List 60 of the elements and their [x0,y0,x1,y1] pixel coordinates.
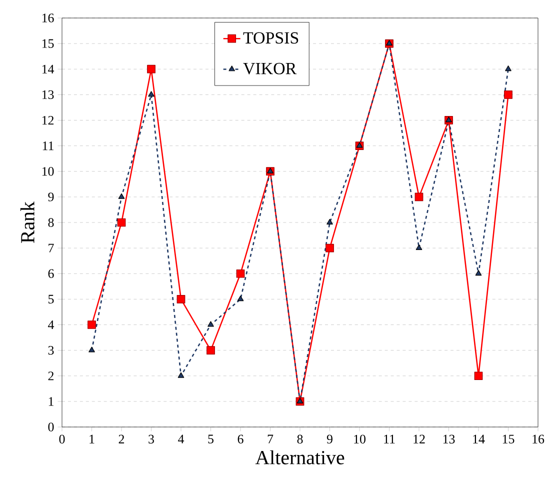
x-axis-title: Alternative [255,450,344,464]
y-tick-label: 9 [48,192,54,202]
y-tick-label: 1 [48,397,54,406]
x-tick-label: 4 [178,434,184,444]
legend-label: TOPSIS [243,32,298,44]
x-tick-label: 10 [354,434,366,444]
point [206,346,215,354]
point [147,64,156,74]
point [474,372,483,380]
y-tick-label: 10 [42,167,54,176]
point [504,90,512,99]
y-axis-title: Rank [20,201,34,243]
x-tick-label: 6 [238,434,244,444]
x-tick-label: 0 [59,434,65,444]
x-tick-label: 15 [502,434,514,444]
y-tick-label: 16 [42,14,54,22]
y-tick-label: 8 [48,218,54,227]
point [416,244,422,250]
y-tick-label: 6 [48,269,54,278]
x-tick-label: 7 [268,434,274,444]
y-tick-label: 4 [48,320,54,330]
x-tick-label: 9 [326,434,332,444]
point [88,320,96,329]
point [178,372,184,378]
point [475,270,482,276]
point [326,218,333,224]
point [118,193,125,199]
y-tick-label: 12 [42,116,54,125]
point [237,296,244,302]
y-tick-label: 3 [48,346,54,355]
y-tick-label: 0 [48,422,54,432]
point [148,91,154,97]
x-tick-label: 14 [473,434,485,444]
point [236,269,245,278]
y-tick-label: 7 [48,244,54,252]
point [267,168,274,174]
x-tick-label: 11 [384,434,395,444]
point [176,295,186,304]
x-tick-label: 13 [443,434,455,444]
y-tick-label: 13 [42,90,54,100]
y-tick-label: 2 [48,372,54,380]
y-tick-label: 11 [42,142,54,150]
x-tick-label: 12 [414,434,425,444]
x-tick-label: 8 [297,434,303,444]
point [414,192,424,202]
point [88,346,95,352]
point [208,321,214,327]
point [117,218,126,227]
x-tick-label: 3 [148,434,154,444]
point [326,244,334,252]
point [296,398,304,404]
x-tick-label: 5 [208,434,214,444]
y-tick-label: 15 [42,39,54,48]
legend-label: VIKOR [243,62,297,74]
point [505,66,512,72]
y-tick-label: 14 [42,64,54,74]
x-tick-label: 1 [90,434,94,444]
x-tick-label: 16 [532,434,544,444]
y-tick-label: 5 [48,294,54,304]
x-tick-label: 2 [118,434,124,444]
